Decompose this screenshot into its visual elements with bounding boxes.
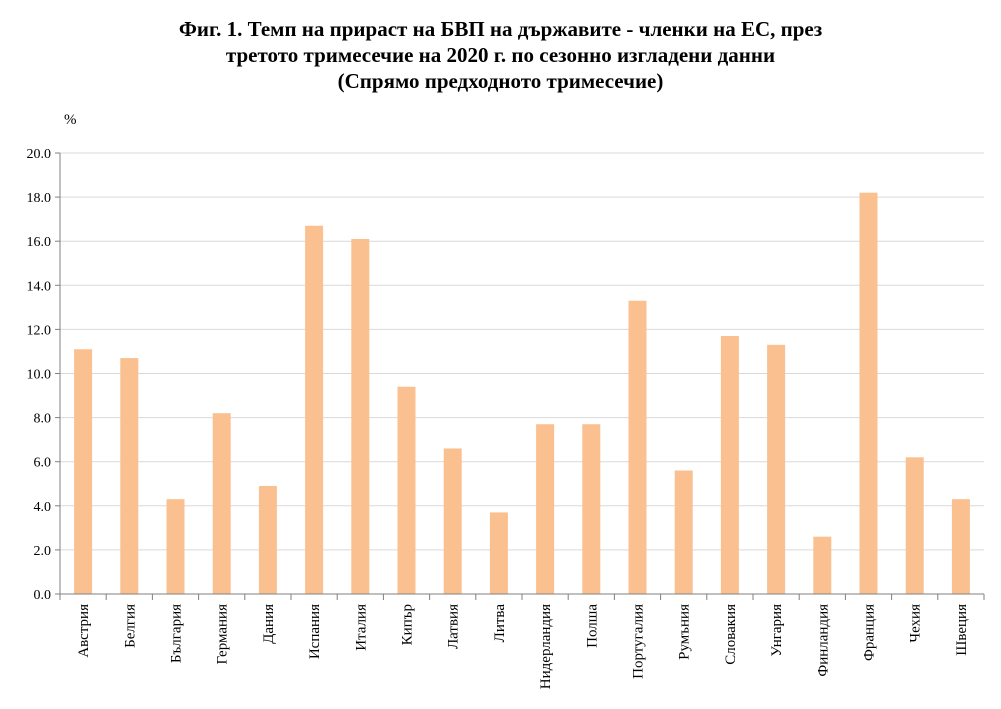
bar-16: [767, 344, 786, 594]
bar-2: [120, 358, 139, 594]
x-tick-label: Португалия: [631, 604, 647, 679]
bar-18: [859, 192, 878, 594]
x-tick-label: Чехия: [908, 604, 924, 643]
x-tick-label: Словакия: [723, 604, 739, 665]
bar-1: [74, 349, 93, 594]
x-tick-label: Италия: [353, 604, 369, 651]
bar-12: [582, 424, 601, 594]
x-tick-label: Швеция: [954, 604, 970, 656]
bar-6: [305, 225, 324, 594]
bar-13: [628, 300, 647, 594]
bar-10: [489, 512, 508, 594]
gridlines: [60, 152, 984, 551]
x-tick-label: Унгария: [769, 604, 785, 657]
chart-title: Фиг. 1. Темп на прираст на БВП на държав…: [0, 16, 1001, 94]
y-tick-label: 16.0: [27, 235, 52, 250]
x-tick-label: Литва: [492, 604, 508, 643]
y-tick-label: 20.0: [27, 147, 52, 162]
bar-14: [674, 470, 693, 594]
y-tick-label: 6.0: [34, 456, 52, 471]
y-tick-label: 0.0: [34, 588, 52, 603]
axes: 0.0 2.0 4.0 6.0 8.0 10.0 12.0 14.0 16.0 18.0 20.0 А…: [27, 147, 985, 689]
y-tick-label: 8.0: [34, 412, 52, 427]
x-tick-label: Белгия: [122, 604, 138, 648]
bar-11: [536, 424, 555, 594]
bar-8: [397, 386, 416, 594]
bar-19: [905, 457, 924, 594]
x-tick-label: Австрия: [76, 604, 92, 658]
x-tick-label: Латвия: [446, 604, 462, 649]
y-tick-label: 2.0: [34, 544, 52, 559]
x-tick-label: Полша: [584, 604, 600, 648]
chart-title-line-3: (Спрямо предходното тримесечие): [337, 69, 664, 93]
x-tick-label: Кипър: [400, 604, 416, 645]
y-tick-label: 10.0: [27, 368, 52, 383]
bar-5: [258, 485, 277, 594]
bars: [74, 192, 970, 594]
x-tick-label: Нидерландия: [538, 604, 554, 689]
bar-3: [166, 499, 185, 594]
bar-20: [951, 499, 970, 594]
bar-7: [351, 238, 370, 594]
chart-title-line-1: Фиг. 1. Темп на прираст на БВП на държав…: [178, 17, 823, 41]
bar-9: [443, 448, 462, 594]
x-tick-label: Германия: [215, 604, 231, 665]
x-tick-label: България: [169, 604, 185, 663]
bar-4: [212, 413, 231, 594]
y-tick-label: 4.0: [34, 500, 52, 515]
y-tick-label: 12.0: [27, 323, 52, 338]
x-tick-label: Франция: [862, 604, 878, 661]
x-tick-label: Финландия: [815, 604, 831, 677]
y-tick-label: 18.0: [27, 191, 52, 206]
bar-17: [813, 536, 832, 594]
y-axis-unit-label: %: [64, 112, 77, 128]
x-tick-label: Румъния: [677, 604, 693, 660]
x-tick-label: Дания: [261, 604, 277, 644]
chart-title-line-2: третото тримесечие на 2020 г. по сезонно…: [225, 43, 776, 67]
bar-15: [720, 336, 739, 594]
x-tick-label: Испания: [307, 604, 323, 659]
y-tick-label: 14.0: [27, 279, 52, 294]
